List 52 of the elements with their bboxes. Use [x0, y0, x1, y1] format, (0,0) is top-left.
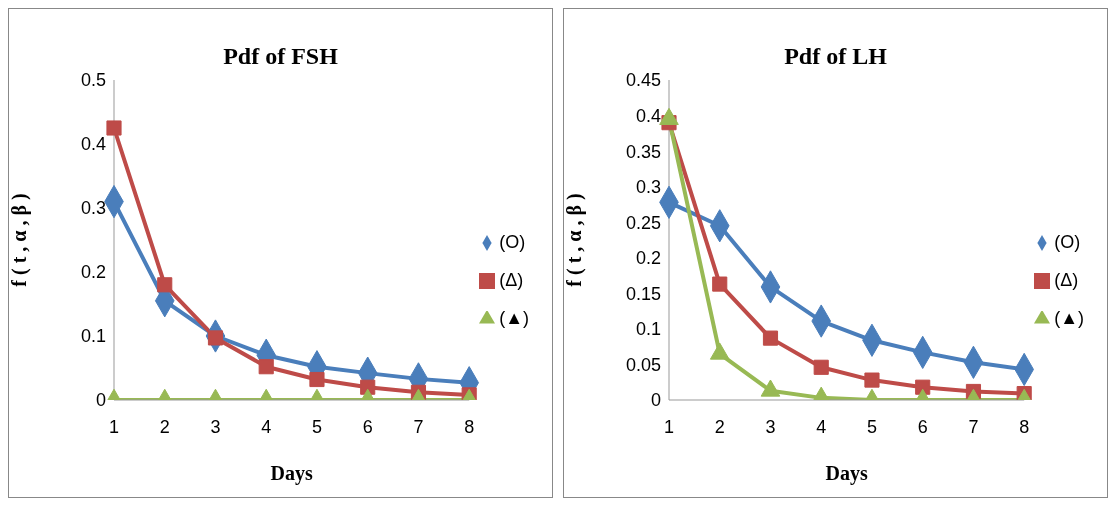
legend-label: (O)	[1054, 232, 1081, 252]
y-tick-label: 0.05	[625, 354, 661, 375]
x-tick-label: 4	[261, 416, 272, 437]
y-tick-label: 0.2	[635, 248, 661, 269]
y-tick-label: 0.3	[635, 177, 661, 198]
x-tick-label: 6	[917, 416, 928, 437]
x-tick-label: 7	[413, 416, 424, 437]
x-tick-label: 6	[362, 416, 373, 437]
x-axis-title: Days	[825, 462, 868, 485]
x-tick-label: 8	[464, 416, 475, 437]
x-tick-label: 5	[311, 416, 322, 437]
y-tick-label: 0.1	[635, 319, 661, 340]
legend-label: (▲)	[499, 308, 529, 328]
y-tick-label: 0.3	[80, 198, 106, 219]
point	[813, 359, 829, 375]
x-axis-title: Days	[270, 462, 313, 485]
x-tick-label: 2	[714, 416, 725, 437]
legend-label: (Δ)	[499, 270, 524, 290]
x-tick-label: 4	[816, 416, 827, 437]
chart-title: Pdf of FSH	[222, 43, 339, 70]
point	[157, 277, 173, 293]
y-tick-label: 0.15	[625, 283, 661, 304]
chart-title: Pdf of LH	[783, 43, 888, 70]
x-tick-label: 7	[968, 416, 979, 437]
y-tick-label: 0.5	[80, 70, 106, 91]
y-tick-label: 0.4	[635, 105, 661, 126]
x-tick-label: 8	[1019, 416, 1030, 437]
legend-label: (O)	[499, 232, 526, 252]
point	[864, 372, 880, 388]
legend-label: (▲)	[1054, 308, 1084, 328]
x-tick-label: 3	[765, 416, 776, 437]
x-tick-label: 2	[159, 416, 170, 437]
y-tick-label: 0.35	[625, 141, 661, 162]
point	[106, 120, 122, 136]
point	[762, 330, 779, 346]
y-axis-title: f ( t , α , β )	[563, 193, 587, 287]
y-tick-label: 0.1	[80, 326, 106, 347]
x-tick-label: 3	[210, 416, 221, 437]
x-tick-label: 1	[663, 416, 675, 437]
point	[258, 359, 274, 375]
y-tick-label: 0.25	[625, 212, 661, 233]
point	[309, 371, 325, 388]
legend-label: (Δ)	[1054, 270, 1079, 290]
y-tick-label: 0.4	[80, 134, 106, 155]
point	[712, 276, 728, 292]
x-tick-label: 1	[108, 416, 120, 437]
x-tick-label: 5	[866, 416, 877, 437]
y-tick-label: 0.45	[625, 70, 661, 91]
y-axis-title: f ( t , α , β )	[8, 193, 32, 287]
y-tick-label: 0.2	[80, 262, 106, 283]
y-tick-label: 0	[95, 390, 106, 411]
y-tick-label: 0	[650, 390, 661, 411]
